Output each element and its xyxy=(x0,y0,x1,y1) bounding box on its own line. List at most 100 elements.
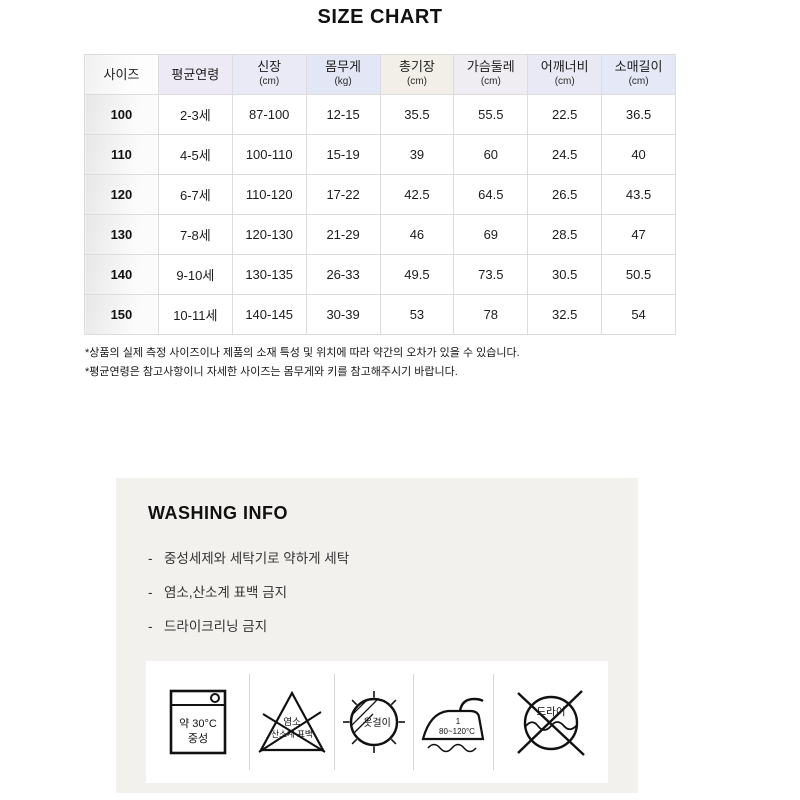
washing-instruction-text: 염소,산소계 표백 금지 xyxy=(164,585,288,600)
cell-length: 46 xyxy=(379,214,455,255)
no-dry-clean-icon: 드라이 xyxy=(494,661,608,783)
care-icons-strip: 약 30°C 중성 염소 산소계 표백 xyxy=(146,661,608,783)
cell-length: 39 xyxy=(379,134,455,175)
washing-instruction: - 드라이크리닝 금지 xyxy=(148,618,638,635)
page-title: SIZE CHART xyxy=(317,6,443,28)
cell-chest: 73.5 xyxy=(453,254,529,295)
col-header-label: 총기장 xyxy=(398,59,435,74)
col-header-shoulder: 어깨너비 (cm) xyxy=(527,54,603,95)
table-row: 100 2-3세 87-100 12-15 35.5 55.5 22.5 36.… xyxy=(84,94,676,135)
cell-shoulder: 28.5 xyxy=(527,214,603,255)
table-row: 150 10-11세 140-145 30-39 53 78 32.5 54 xyxy=(84,294,676,335)
cell-sleeve: 50.5 xyxy=(601,254,676,295)
cell-chest: 64.5 xyxy=(453,174,529,215)
col-header-label: 평균연령 xyxy=(171,66,220,82)
col-header-label: 사이즈 xyxy=(103,66,140,82)
cell-chest: 69 xyxy=(453,214,529,255)
cell-sleeve: 43.5 xyxy=(601,174,676,215)
cell-length: 53 xyxy=(379,294,455,335)
svg-text:1: 1 xyxy=(456,717,461,726)
cell-length: 49.5 xyxy=(379,254,455,295)
cell-age: 6-7세 xyxy=(157,174,233,215)
cell-sleeve: 36.5 xyxy=(601,94,676,135)
col-header-chest: 가슴둘레 (cm) xyxy=(453,54,529,95)
cell-size: 150 xyxy=(84,294,159,335)
cell-chest: 78 xyxy=(453,294,529,335)
col-header-unit: (cm) xyxy=(554,76,575,87)
machine-wash-icon: 약 30°C 중성 xyxy=(146,661,249,783)
col-header-age: 평균연령 xyxy=(157,54,233,95)
footnote-measurement: *상품의 실제 측정 사이즈이나 제품의 소재 특성 및 위치에 따라 약간의 … xyxy=(85,347,520,359)
col-header-sleeve: 소매길이 (cm) xyxy=(601,54,676,95)
col-header-label: 신장 xyxy=(257,59,282,74)
col-header-size: 사이즈 xyxy=(84,54,159,95)
cell-sleeve: 54 xyxy=(601,294,676,335)
col-header-label: 몸무게 xyxy=(325,59,361,74)
washing-info-section: WASHING INFO - 중성세제와 세탁기로 약하게 세탁 - 염소,산소계 … xyxy=(116,478,638,793)
cell-age: 10-11세 xyxy=(157,294,233,335)
col-header-unit: (cm) xyxy=(259,76,280,87)
cell-size: 140 xyxy=(84,254,159,295)
washing-instruction: - 염소,산소계 표백 금지 xyxy=(148,584,638,601)
cell-size: 130 xyxy=(84,214,159,255)
cell-weight: 30-39 xyxy=(305,294,381,335)
washing-instructions: - 중성세제와 세탁기로 약하게 세탁 - 염소,산소계 표백 금지 - 드라이크리닝… xyxy=(148,550,638,635)
cell-height: 100-110 xyxy=(231,134,307,175)
cell-height: 87-100 xyxy=(231,94,307,135)
cell-age: 7-8세 xyxy=(157,214,233,255)
svg-text:80~120°C: 80~120°C xyxy=(439,727,475,736)
cell-height: 130-135 xyxy=(231,254,307,295)
cell-height: 140-145 xyxy=(231,294,307,335)
col-header-unit: (cm) xyxy=(406,76,427,87)
cell-weight: 15-19 xyxy=(305,134,381,175)
svg-text:중성: 중성 xyxy=(187,732,207,745)
bullet-dash: - xyxy=(148,551,153,566)
cell-size: 100 xyxy=(84,94,159,135)
no-bleach-icon: 염소 산소계 표백 xyxy=(250,661,334,783)
col-header-weight: 몸무게 (kg) xyxy=(305,54,381,95)
header-row: 사이즈 평균연령 신장 (cm) 몸무게 (kg) 총기장 (cm) 가슴둘레 (cm)… xyxy=(84,54,676,95)
divider xyxy=(492,674,494,770)
divider xyxy=(249,674,251,770)
col-header-length: 총기장 (cm) xyxy=(379,54,455,95)
bullet-dash: - xyxy=(148,619,153,634)
cell-age: 2-3세 xyxy=(157,94,233,135)
cell-weight: 12-15 xyxy=(305,94,381,135)
col-header-unit: (cm) xyxy=(628,76,649,87)
washing-info-title: WASHING INFO xyxy=(148,503,288,523)
table-row: 130 7-8세 120-130 21-29 46 69 28.5 47 xyxy=(84,214,676,255)
divider xyxy=(412,674,414,770)
cell-age: 9-10세 xyxy=(157,254,233,295)
washing-instruction-text: 중성세제와 세탁기로 약하게 세탁 xyxy=(164,551,350,566)
col-header-unit: (cm) xyxy=(480,76,501,87)
cell-shoulder: 32.5 xyxy=(527,294,603,335)
size-table: 사이즈 평균연령 신장 (cm) 몸무게 (kg) 총기장 (cm) 가슴둘레 (cm)… xyxy=(84,54,676,335)
cell-weight: 21-29 xyxy=(305,214,381,255)
footnote-age: *평균연령은 참고사항이니 자세한 사이즈는 몸무게와 키를 참고해주시기 바랍… xyxy=(85,366,458,378)
cell-shoulder: 24.5 xyxy=(527,134,603,175)
cell-sleeve: 47 xyxy=(601,214,676,255)
cell-size: 120 xyxy=(84,174,159,215)
table-row: 110 4-5세 100-110 15-19 39 60 24.5 40 xyxy=(84,134,676,175)
cell-shoulder: 22.5 xyxy=(527,94,603,135)
svg-text:약 30°C: 약 30°C xyxy=(179,716,217,730)
col-header-height: 신장 (cm) xyxy=(231,54,307,95)
col-header-unit: (kg) xyxy=(334,76,352,87)
col-header-label: 어깨너비 xyxy=(540,59,589,74)
svg-text:옷걸이: 옷걸이 xyxy=(363,716,391,729)
size-table-header: 사이즈 평균연령 신장 (cm) 몸무게 (kg) 총기장 (cm) 가슴둘레 (cm)… xyxy=(84,54,676,95)
svg-text:산소계 표백: 산소계 표백 xyxy=(272,729,313,739)
cell-shoulder: 30.5 xyxy=(527,254,603,295)
cell-chest: 55.5 xyxy=(453,94,529,135)
cell-age: 4-5세 xyxy=(157,134,233,175)
divider xyxy=(334,674,336,770)
cell-height: 110-120 xyxy=(231,174,307,215)
cell-shoulder: 26.5 xyxy=(527,174,603,215)
table-row: 120 6-7세 110-120 17-22 42.5 64.5 26.5 43… xyxy=(84,174,676,215)
bullet-dash: - xyxy=(148,585,153,600)
cell-weight: 26-33 xyxy=(305,254,381,295)
table-row: 140 9-10세 130-135 26-33 49.5 73.5 30.5 5… xyxy=(84,254,676,295)
cell-sleeve: 40 xyxy=(601,134,676,175)
cell-size: 110 xyxy=(84,134,159,175)
